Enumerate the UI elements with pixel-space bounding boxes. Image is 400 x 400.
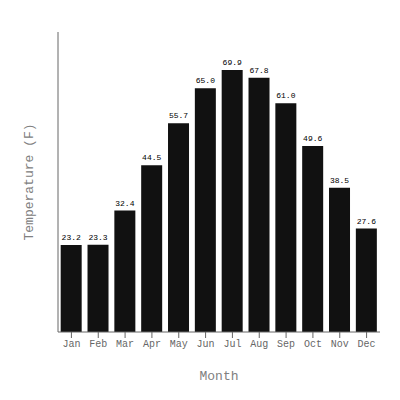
- svg-text:23.3: 23.3: [88, 233, 107, 242]
- svg-text:Jul: Jul: [223, 339, 241, 350]
- svg-text:23.2: 23.2: [62, 233, 81, 242]
- svg-text:27.6: 27.6: [357, 217, 376, 226]
- svg-text:Temperature (F): Temperature (F): [22, 123, 37, 240]
- svg-text:Month: Month: [199, 369, 238, 384]
- svg-text:55.7: 55.7: [169, 111, 188, 120]
- svg-text:Nov: Nov: [331, 339, 349, 350]
- svg-text:Feb: Feb: [89, 339, 107, 350]
- svg-text:65.0: 65.0: [196, 76, 215, 85]
- svg-text:Apr: Apr: [143, 339, 161, 350]
- svg-text:Oct: Oct: [304, 339, 322, 350]
- svg-text:May: May: [170, 339, 188, 350]
- svg-text:Mar: Mar: [116, 339, 134, 350]
- svg-text:Jan: Jan: [62, 339, 80, 350]
- svg-text:38.5: 38.5: [330, 176, 349, 185]
- svg-text:67.8: 67.8: [249, 66, 268, 75]
- svg-text:69.9: 69.9: [223, 58, 242, 67]
- svg-text:Aug: Aug: [250, 339, 268, 350]
- svg-text:Dec: Dec: [358, 339, 376, 350]
- svg-text:Sep: Sep: [277, 339, 295, 350]
- svg-text:49.6: 49.6: [303, 134, 322, 143]
- svg-text:61.0: 61.0: [276, 91, 295, 100]
- svg-text:32.4: 32.4: [115, 199, 134, 208]
- svg-text:Jun: Jun: [197, 339, 215, 350]
- svg-text:44.5: 44.5: [142, 153, 161, 162]
